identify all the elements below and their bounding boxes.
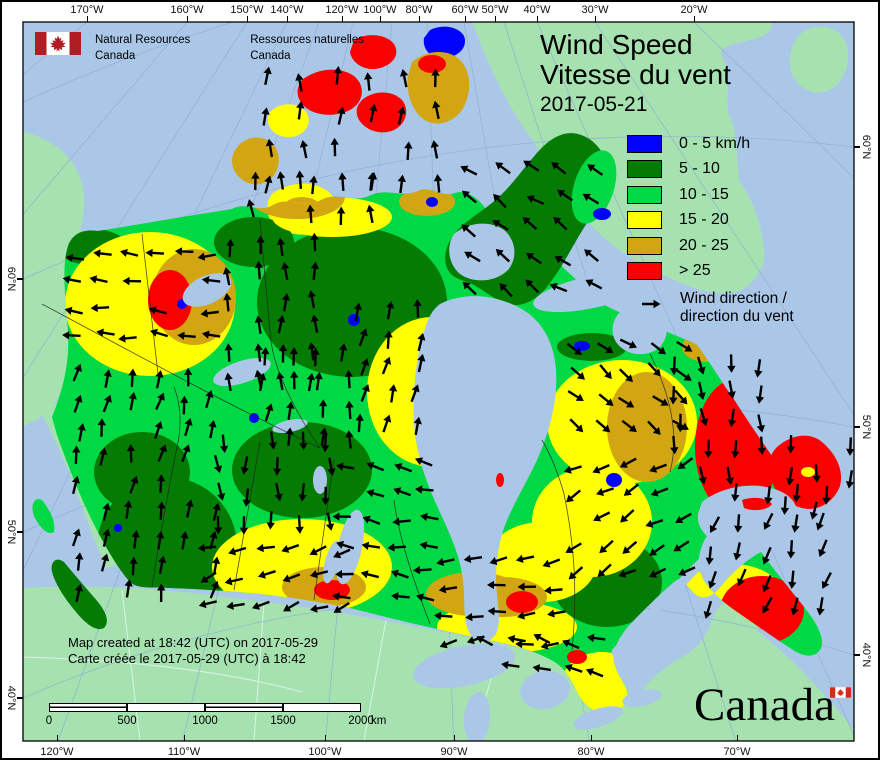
tick-top [379,16,381,22]
legend-item: 15 - 20 [627,208,750,234]
canada-wordmark: Canada [694,682,851,729]
longitude-label-top: 80°W [405,4,433,16]
longitude-label-top: 30°W [581,4,609,16]
tick-bottom [590,735,592,741]
tick-top [418,16,420,22]
scale-bar-tick-label: 2000 [348,715,374,727]
title-en: Wind Speed [540,29,693,60]
legend-item: 0 - 5 km/h [627,131,750,157]
latitude-label-left: 40°N [5,685,17,711]
longitude-label-top: 100°W [363,4,397,16]
tick-top [286,16,288,22]
tick-right [854,146,860,148]
creation-timestamp: Map created at 18:42 (UTC) on 2017-05-29… [68,635,319,666]
tick-right [854,426,860,428]
tick-bottom [324,735,326,741]
legend-label: 10 - 15 [679,185,729,203]
longitude-label-top: 140°W [270,4,304,16]
tick-left [17,278,23,280]
legend-swatch [627,236,662,255]
wordmark-flag-icon [830,687,851,698]
scale-bar-tick-label: 500 [117,715,137,727]
latitude-label-right: 50°N [860,414,872,440]
legend-swatch [627,134,662,153]
longitude-label-top: 150°W [230,4,264,16]
legend-label: > 25 [679,262,711,280]
tick-right [854,654,860,656]
latitude-label-left: 50°N [5,519,17,545]
title-date: 2017-05-21 [540,92,648,116]
scale-bar-tick-label: 1500 [270,715,296,727]
title-fr: Vitesse du vent [540,58,731,90]
scale-bar-unit: km [371,715,387,727]
tick-top [246,16,248,22]
tick-bottom [183,735,185,741]
tick-top [341,16,343,22]
legend-swatch [627,262,662,281]
tick-top [494,16,496,22]
org-name-fr: Ressources naturelles Canada [250,34,365,62]
tick-left [17,531,23,533]
legend-swatch [627,160,662,179]
scale-bar-tick-label: 0 [45,715,53,727]
legend-swatch [627,211,662,230]
legend-item: 5 - 10 [627,157,750,183]
legend-swatch [627,185,662,204]
wind-arrow-icon [642,299,661,309]
legend-label: 5 - 10 [679,160,720,178]
tick-bottom [736,735,738,741]
legend-item: 20 - 25 [627,233,750,259]
scale-bar: 0 500 1000 1500 2000 km [45,703,449,731]
longitude-label-top: 20°W [680,4,708,16]
scale-bar-segment [283,703,361,712]
wind-speed-legend: 0 - 5 km/h 5 - 10 10 - 15 15 - 20 20 - 25 > 2… [627,131,750,284]
longitude-label-bottom: 120°W [40,746,74,758]
longitude-label-bottom: 110°W [167,746,201,758]
wind-direction-label: Wind direction / direction du vent [680,290,794,325]
org-name-en: Natural Resources Canada [95,34,191,62]
longitude-label-top: 60°W [451,4,479,16]
tick-bottom [56,735,58,741]
legend-label: 20 - 25 [679,236,729,254]
legend-item: > 25 [627,259,750,285]
canada-flag-icon [35,32,81,55]
scale-bar-segment [127,703,205,712]
latitude-label-left: 60°N [5,266,17,292]
wind-direction-legend: Wind direction / direction du vent [640,290,794,326]
scale-bar-segment [205,703,283,712]
latitude-label-right: 40°N [860,642,872,668]
tick-top [693,16,695,22]
nrcan-logo: Natural Resources Canada Ressources natu… [35,32,364,64]
tick-top [594,16,596,22]
legend-label: 0 - 5 km/h [679,134,751,152]
longitude-label-top: 40°W [523,4,551,16]
latitude-label-right: 60°N [860,134,872,160]
tick-top [536,16,538,22]
longitude-label-bottom: 70°W [723,746,751,758]
longitude-label-bottom: 100°W [308,746,342,758]
longitude-label-top: 160°W [170,4,204,16]
map-title: Wind Speed Vitesse du vent 2017-05-21 [540,30,731,117]
tick-left [17,697,23,699]
legend-label: 15 - 20 [679,211,729,229]
tick-top [186,16,188,22]
scale-bar-segment [49,703,127,712]
tick-top [86,16,88,22]
longitude-label-bottom: 90°W [440,746,468,758]
longitude-label-bottom: 80°W [577,746,605,758]
tick-top [464,16,466,22]
longitude-label-top: 50°W [481,4,509,16]
tick-bottom [453,735,455,741]
longitude-label-top: 120°W [325,4,359,16]
scale-bar-tick-label: 1000 [192,715,218,727]
longitude-label-top: 170°W [70,4,104,16]
legend-item: 10 - 15 [627,182,750,208]
